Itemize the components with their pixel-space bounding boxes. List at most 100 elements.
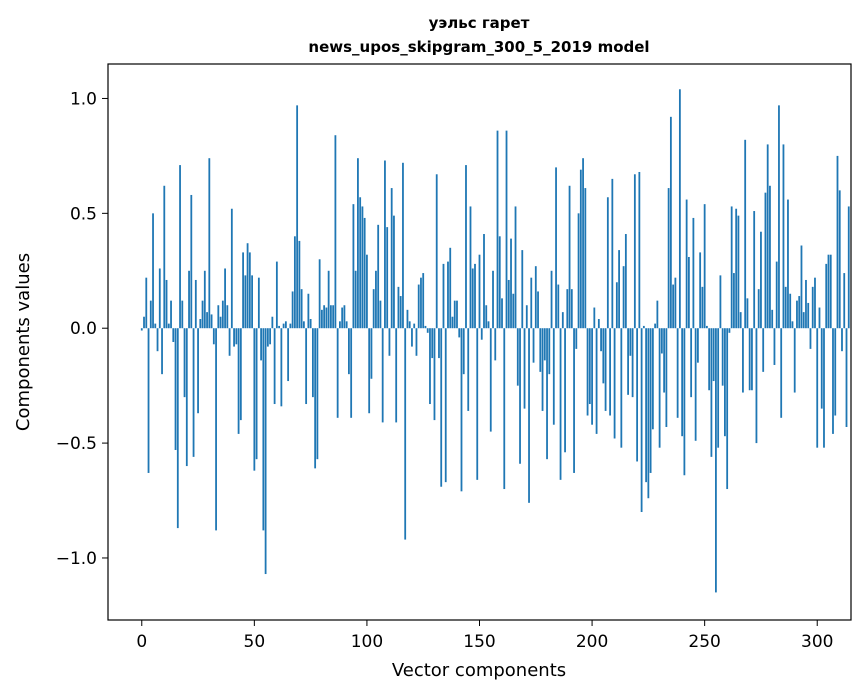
bar bbox=[203, 270, 206, 329]
bar bbox=[606, 197, 609, 329]
bar bbox=[305, 328, 308, 405]
bar bbox=[370, 328, 373, 379]
bar bbox=[501, 298, 503, 329]
y-axis: −1.0 −0.5 0.0 0.5 1.0 bbox=[56, 89, 108, 569]
bar bbox=[798, 296, 801, 329]
bar bbox=[591, 328, 593, 425]
bar bbox=[575, 328, 578, 349]
bar bbox=[633, 174, 636, 329]
bar bbox=[825, 263, 828, 329]
bar bbox=[143, 316, 145, 329]
bar bbox=[773, 328, 776, 365]
bar bbox=[158, 268, 161, 329]
bar bbox=[183, 328, 186, 398]
bar bbox=[165, 279, 168, 329]
bar bbox=[629, 328, 632, 356]
bar bbox=[339, 321, 341, 329]
bar bbox=[766, 144, 769, 329]
bar bbox=[802, 312, 805, 329]
bar bbox=[615, 282, 618, 329]
bar bbox=[577, 213, 580, 329]
bar bbox=[721, 328, 724, 386]
bar bbox=[266, 328, 269, 347]
bar bbox=[647, 328, 650, 499]
bar bbox=[595, 328, 598, 434]
bar bbox=[494, 328, 497, 361]
bar bbox=[697, 328, 699, 363]
bar bbox=[386, 227, 389, 329]
bar bbox=[843, 273, 846, 329]
bar bbox=[829, 254, 832, 329]
bar bbox=[622, 266, 625, 329]
bar bbox=[681, 328, 684, 437]
bar bbox=[807, 302, 810, 329]
bar bbox=[800, 245, 803, 329]
bar bbox=[613, 328, 616, 439]
bar bbox=[298, 240, 301, 329]
bar bbox=[251, 275, 253, 329]
bar bbox=[771, 309, 774, 329]
bar bbox=[811, 286, 814, 329]
bar bbox=[334, 135, 337, 329]
bar bbox=[469, 206, 472, 329]
bar bbox=[654, 323, 657, 329]
bar bbox=[701, 286, 704, 329]
bar bbox=[384, 160, 386, 329]
bar bbox=[782, 144, 785, 329]
bar bbox=[273, 328, 276, 405]
bar bbox=[323, 305, 326, 329]
chart-title: уэльс гарет bbox=[429, 14, 530, 32]
bar bbox=[737, 215, 740, 329]
bar bbox=[719, 275, 722, 329]
bar bbox=[602, 328, 605, 384]
y-tick-label: −0.5 bbox=[56, 434, 97, 454]
bar bbox=[264, 328, 267, 575]
bar bbox=[357, 158, 359, 329]
bar bbox=[510, 238, 512, 329]
bar bbox=[546, 328, 548, 460]
bar bbox=[582, 158, 584, 329]
y-tick-label: 1.0 bbox=[70, 89, 97, 109]
bar bbox=[489, 328, 492, 432]
bar bbox=[755, 328, 758, 444]
bar bbox=[233, 328, 235, 347]
bar bbox=[690, 328, 693, 398]
bar bbox=[492, 270, 494, 329]
bar bbox=[523, 328, 526, 409]
bar bbox=[564, 328, 566, 453]
bar bbox=[152, 213, 154, 329]
bar bbox=[642, 325, 645, 329]
bar bbox=[280, 328, 283, 407]
bar bbox=[242, 252, 244, 329]
bar bbox=[640, 328, 643, 513]
plot-frame bbox=[107, 63, 852, 621]
bar bbox=[627, 328, 629, 395]
bar bbox=[618, 250, 620, 329]
bar bbox=[145, 277, 148, 329]
bar bbox=[717, 328, 720, 448]
bar bbox=[210, 314, 213, 329]
bar bbox=[631, 328, 634, 398]
bar bbox=[208, 158, 211, 329]
bar bbox=[255, 328, 258, 460]
bar bbox=[762, 328, 765, 372]
bar bbox=[185, 328, 188, 467]
bar bbox=[156, 328, 159, 352]
bar bbox=[239, 328, 242, 421]
bar bbox=[796, 300, 798, 329]
y-tick-label: −1.0 bbox=[56, 549, 97, 569]
bar bbox=[730, 206, 733, 329]
bar bbox=[706, 325, 708, 329]
bar bbox=[483, 234, 485, 329]
bar bbox=[620, 328, 623, 448]
bar bbox=[584, 188, 587, 329]
bar bbox=[728, 328, 731, 333]
bar bbox=[692, 217, 695, 329]
bar bbox=[320, 309, 323, 329]
bar bbox=[764, 192, 767, 329]
bar bbox=[413, 323, 416, 329]
bar bbox=[532, 328, 535, 363]
bar bbox=[543, 328, 546, 361]
bar bbox=[791, 321, 794, 329]
bar bbox=[302, 321, 305, 329]
